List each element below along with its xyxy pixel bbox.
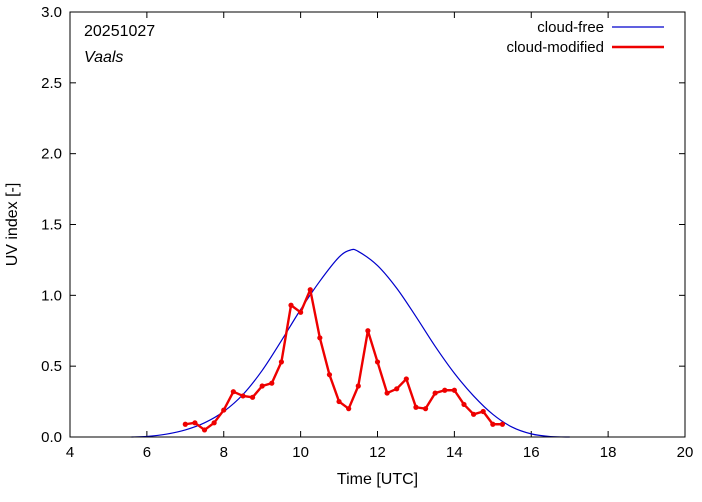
data-point-cloud-modified <box>470 411 477 417</box>
data-point-cloud-modified <box>346 406 352 412</box>
y-tick-label: 1.0 <box>41 287 62 304</box>
data-point-cloud-modified <box>307 287 313 293</box>
data-point-cloud-modified <box>278 359 285 365</box>
data-point-cloud-modified <box>230 389 236 395</box>
data-point-cloud-modified <box>432 390 438 396</box>
series-line-cloud-modified <box>185 288 503 432</box>
x-tick-label: 4 <box>66 444 74 461</box>
data-point-cloud-modified <box>269 380 275 386</box>
y-tick-label: 2.0 <box>41 146 62 163</box>
data-point-cloud-modified <box>355 383 361 389</box>
x-tick-label: 18 <box>600 444 617 461</box>
date-annotation: 20251027 <box>84 23 155 40</box>
series-line-cloud-free <box>131 248 570 438</box>
x-tick-label: 12 <box>369 444 386 461</box>
x-tick-label: 14 <box>446 444 463 461</box>
data-point-cloud-modified <box>442 387 448 393</box>
y-tick-label: 0.0 <box>41 429 62 446</box>
ticks-layer: 4 6 8 10 12 14 16 18 20 0.0 0.5 1.0 1.5 2.0 2.5 3.0 <box>41 4 693 461</box>
data-point-cloud-modified <box>413 404 419 410</box>
y-tick-label: 3.0 <box>41 4 62 21</box>
data-point-cloud-modified <box>201 427 208 433</box>
x-tick-label: 20 <box>677 444 694 461</box>
y-axis-label: UV index [-] <box>4 183 21 267</box>
data-point-cloud-modified <box>461 401 467 408</box>
data-point-cloud-modified <box>499 421 506 427</box>
x-tick-label: 16 <box>523 444 540 461</box>
x-tick-label: 10 <box>292 444 309 461</box>
series-layer <box>131 248 570 438</box>
data-point-cloud-modified <box>317 335 323 341</box>
data-point-cloud-modified <box>240 393 246 399</box>
y-tick-label: 1.5 <box>41 217 62 234</box>
data-point-cloud-modified <box>249 394 256 400</box>
data-point-cloud-modified <box>192 420 198 426</box>
data-point-cloud-modified <box>298 309 304 315</box>
y-tick-label: 2.5 <box>41 75 62 92</box>
data-point-cloud-modified <box>365 328 371 334</box>
legend: cloud-free cloud-modified <box>506 19 664 56</box>
data-point-cloud-modified <box>288 302 294 308</box>
data-point-cloud-modified <box>490 421 496 427</box>
legend-label-cloud-modified: cloud-modified <box>506 39 604 56</box>
data-point-cloud-modified <box>259 383 265 389</box>
data-point-cloud-modified <box>451 387 457 393</box>
data-point-cloud-modified <box>394 386 400 392</box>
plot-frame <box>69 11 686 438</box>
data-point-cloud-modified <box>422 406 429 412</box>
data-point-cloud-modified <box>326 372 333 378</box>
legend-label-cloud-free: cloud-free <box>537 19 604 36</box>
y-tick-label: 0.5 <box>41 358 62 375</box>
data-point-cloud-modified <box>480 408 486 415</box>
data-point-cloud-modified <box>403 376 409 382</box>
data-point-cloud-modified <box>182 421 188 427</box>
location-annotation: Vaals <box>84 49 123 66</box>
data-point-cloud-modified <box>374 359 381 365</box>
data-point-cloud-modified <box>384 390 390 396</box>
x-axis-label: Time [UTC] <box>337 471 418 488</box>
data-point-cloud-modified <box>221 407 227 413</box>
data-point-cloud-modified <box>211 420 217 426</box>
data-point-cloud-modified <box>336 398 342 405</box>
x-tick-label: 6 <box>143 444 151 461</box>
x-tick-label: 8 <box>220 444 228 461</box>
